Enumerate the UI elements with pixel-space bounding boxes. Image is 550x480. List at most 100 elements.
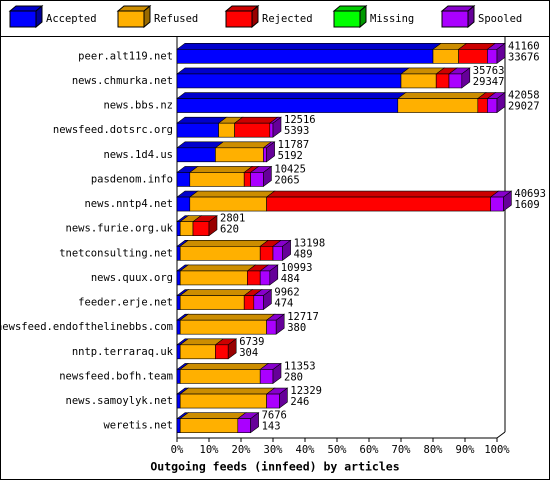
bar-top (179, 412, 247, 419)
accepted-label: 5192 (278, 150, 303, 162)
bar-top (176, 67, 410, 75)
bar-segment (259, 246, 274, 261)
offered-label: 40693 (514, 188, 546, 200)
bar-top (396, 92, 487, 99)
accepted-label: 143 (262, 421, 281, 433)
bar-segment (176, 418, 181, 433)
legend-swatch-side (35, 4, 43, 29)
bar-segment (176, 369, 181, 384)
bar-segment (266, 393, 280, 409)
bar-top (188, 166, 254, 173)
bar-side (272, 362, 282, 385)
bar-top (179, 363, 270, 370)
bar-segment (259, 270, 271, 286)
bar-segment (176, 49, 434, 64)
bar-segment (487, 98, 498, 113)
bar-segment (432, 49, 459, 64)
bar-segment (176, 221, 181, 236)
legend-swatch (441, 10, 469, 28)
offered-label: 12516 (284, 114, 316, 126)
bar-segment (176, 98, 399, 113)
category-label: peer.alt119.net (78, 50, 173, 62)
bar-top (179, 240, 270, 247)
category-label: pasdenom.info (91, 173, 173, 185)
x-tick-label: 80% (424, 444, 444, 456)
bar-top (179, 313, 276, 321)
legend-label: Spooled (478, 13, 522, 25)
bar-segment (179, 295, 245, 310)
legend-swatch (117, 10, 145, 28)
bar-side (496, 91, 506, 114)
bar-segment (176, 344, 181, 360)
accepted-label: 29027 (508, 101, 540, 113)
offered-label: 6739 (239, 336, 264, 348)
bar-segment (176, 270, 181, 286)
x-tick-label: 90% (456, 444, 476, 456)
x-axis-title: Outgoing feeds (innfeed) by articles (150, 460, 399, 474)
bar-top (188, 190, 276, 198)
bar-top (176, 116, 228, 124)
bar-top (214, 141, 273, 149)
category-label: news.chmurka.net (72, 75, 173, 87)
bar-top (179, 387, 276, 395)
x-tick-label: 100% (484, 444, 510, 456)
bar-side (250, 412, 259, 434)
x-tick-label: 60% (360, 444, 380, 456)
offered-label: 12329 (290, 385, 322, 397)
bar-segment (179, 246, 261, 261)
accepted-label: 246 (290, 396, 309, 408)
legend-swatch-side (359, 4, 367, 29)
bar-side (272, 116, 282, 138)
accepted-label: 304 (239, 347, 258, 359)
bar-side (496, 42, 506, 64)
accepted-label: 29347 (473, 76, 505, 88)
accepted-label: 380 (287, 322, 306, 334)
offered-label: 9962 (274, 287, 299, 299)
bar-side (461, 67, 471, 89)
bar-side (279, 387, 288, 409)
offered-label: 35763 (473, 65, 505, 77)
bar-side (275, 313, 285, 335)
bar-segment (176, 393, 181, 409)
accepted-label: 280 (284, 371, 303, 383)
bar-segment (176, 319, 181, 335)
offered-label: 10993 (281, 262, 313, 274)
bar-segment (237, 418, 251, 433)
bar-top (265, 190, 500, 198)
legend-label: Refused (154, 13, 198, 25)
bar-segment (247, 270, 261, 286)
bar-segment (179, 319, 267, 335)
category-label: newsfeed.dotsrc.org (53, 124, 173, 136)
legend-swatch-side (143, 4, 151, 29)
accepted-label: 1609 (514, 199, 539, 211)
x-tick-label: 20% (232, 444, 252, 456)
bar-segment (176, 246, 181, 261)
bar-segment (179, 344, 216, 360)
bar-segment (176, 147, 216, 163)
bar-top (179, 264, 257, 272)
legend-label: Accepted (46, 13, 97, 25)
bar-side (266, 141, 275, 163)
bar-segment (179, 393, 267, 409)
accepted-label: 5393 (284, 125, 309, 137)
legend-swatch-side (467, 4, 475, 29)
bar-side (263, 165, 272, 188)
bar-segment (266, 196, 491, 212)
offered-label: 10425 (274, 163, 306, 175)
accepted-label: 489 (294, 248, 313, 260)
accepted-label: 33676 (508, 51, 540, 63)
accepted-label: 484 (281, 273, 300, 285)
category-label: news.1d4.us (103, 149, 173, 161)
offered-label: 13198 (294, 237, 326, 249)
bar-segment (458, 49, 488, 64)
accepted-label: 2065 (274, 174, 299, 186)
bar-segment (397, 98, 479, 113)
category-label: feeder.erje.net (78, 297, 173, 309)
bar-segment (179, 270, 248, 286)
legend-swatch-side (251, 4, 259, 29)
x-tick-label: 10% (200, 444, 220, 456)
x-tick-label: 30% (264, 444, 284, 456)
bar-segment (272, 246, 283, 261)
